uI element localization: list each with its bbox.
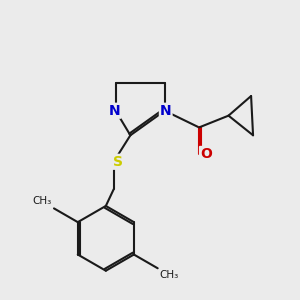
Text: N: N (160, 104, 172, 118)
Text: S: S (112, 155, 123, 169)
Text: CH₃: CH₃ (33, 196, 52, 206)
Text: O: O (200, 147, 212, 161)
Text: N: N (109, 104, 121, 118)
Text: CH₃: CH₃ (160, 270, 179, 280)
